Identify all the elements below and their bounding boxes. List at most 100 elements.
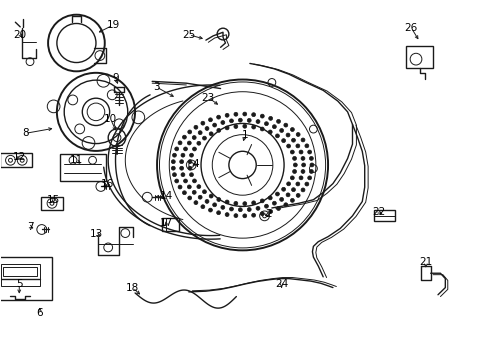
Circle shape	[293, 170, 296, 174]
Text: 22: 22	[373, 207, 386, 217]
Circle shape	[252, 213, 256, 217]
Circle shape	[268, 130, 272, 134]
Circle shape	[188, 160, 192, 163]
Bar	[373, 211, 395, 221]
Text: 2: 2	[265, 209, 272, 219]
Text: 19: 19	[106, 20, 120, 30]
Circle shape	[291, 198, 294, 202]
Text: 23: 23	[202, 93, 215, 103]
Bar	[0, 264, 40, 286]
Circle shape	[291, 150, 294, 154]
Circle shape	[217, 211, 221, 215]
Circle shape	[272, 201, 276, 205]
Circle shape	[192, 190, 196, 194]
Circle shape	[175, 179, 179, 183]
Circle shape	[234, 201, 238, 205]
Circle shape	[221, 121, 225, 125]
Circle shape	[181, 153, 185, 157]
Circle shape	[296, 193, 300, 197]
Circle shape	[305, 144, 309, 148]
Bar	[60, 154, 106, 181]
Circle shape	[302, 163, 306, 167]
Circle shape	[197, 185, 201, 189]
Circle shape	[184, 147, 188, 151]
Circle shape	[282, 187, 286, 191]
Circle shape	[296, 144, 300, 148]
Circle shape	[194, 201, 198, 204]
Text: 6: 6	[36, 308, 43, 318]
Circle shape	[252, 201, 256, 205]
Circle shape	[260, 127, 264, 131]
Circle shape	[181, 173, 185, 177]
Circle shape	[286, 133, 290, 137]
Circle shape	[292, 138, 295, 142]
Circle shape	[184, 179, 188, 183]
Circle shape	[284, 123, 288, 127]
Circle shape	[209, 194, 213, 198]
Circle shape	[309, 157, 313, 160]
Circle shape	[268, 196, 272, 200]
Circle shape	[305, 182, 309, 186]
Circle shape	[172, 153, 176, 157]
Circle shape	[280, 197, 284, 201]
Circle shape	[275, 192, 279, 196]
Circle shape	[308, 150, 312, 154]
Circle shape	[256, 206, 260, 210]
Circle shape	[217, 115, 221, 119]
Circle shape	[247, 208, 251, 211]
Circle shape	[188, 196, 192, 200]
Circle shape	[188, 130, 192, 134]
Circle shape	[292, 188, 295, 192]
Circle shape	[243, 112, 247, 116]
Circle shape	[172, 173, 176, 177]
Circle shape	[260, 199, 264, 203]
Circle shape	[202, 190, 206, 194]
Circle shape	[275, 134, 279, 138]
Text: 15: 15	[47, 195, 60, 205]
Circle shape	[234, 112, 238, 116]
Text: 20: 20	[14, 30, 27, 40]
Circle shape	[243, 202, 247, 206]
Circle shape	[269, 116, 272, 120]
Text: 7: 7	[26, 222, 33, 231]
Circle shape	[265, 204, 269, 208]
Circle shape	[229, 207, 233, 211]
Circle shape	[272, 125, 276, 129]
Circle shape	[213, 123, 217, 127]
Circle shape	[172, 160, 175, 164]
Circle shape	[291, 176, 294, 180]
Text: 9: 9	[112, 73, 119, 83]
Circle shape	[175, 147, 179, 151]
Circle shape	[225, 126, 229, 130]
Circle shape	[293, 157, 296, 160]
Circle shape	[213, 203, 217, 207]
Circle shape	[178, 185, 182, 189]
Bar	[0, 257, 52, 300]
Circle shape	[193, 179, 196, 183]
Text: 14: 14	[160, 191, 173, 201]
Circle shape	[296, 182, 300, 186]
Circle shape	[198, 131, 202, 135]
Circle shape	[301, 170, 305, 174]
Circle shape	[217, 129, 221, 132]
Circle shape	[256, 120, 260, 123]
Text: 16: 16	[100, 179, 114, 189]
Circle shape	[301, 138, 305, 142]
Circle shape	[193, 147, 196, 151]
Circle shape	[225, 200, 229, 204]
Circle shape	[198, 195, 202, 199]
Text: 25: 25	[182, 30, 196, 40]
Circle shape	[260, 212, 264, 216]
Circle shape	[178, 141, 182, 145]
Circle shape	[286, 193, 290, 197]
Circle shape	[209, 132, 213, 136]
Circle shape	[238, 208, 242, 212]
Circle shape	[287, 182, 291, 186]
Text: 17: 17	[160, 218, 173, 228]
Circle shape	[182, 191, 186, 195]
Text: 26: 26	[405, 23, 418, 33]
Circle shape	[301, 157, 305, 160]
Circle shape	[299, 150, 303, 154]
Circle shape	[229, 119, 233, 123]
Circle shape	[287, 144, 291, 148]
